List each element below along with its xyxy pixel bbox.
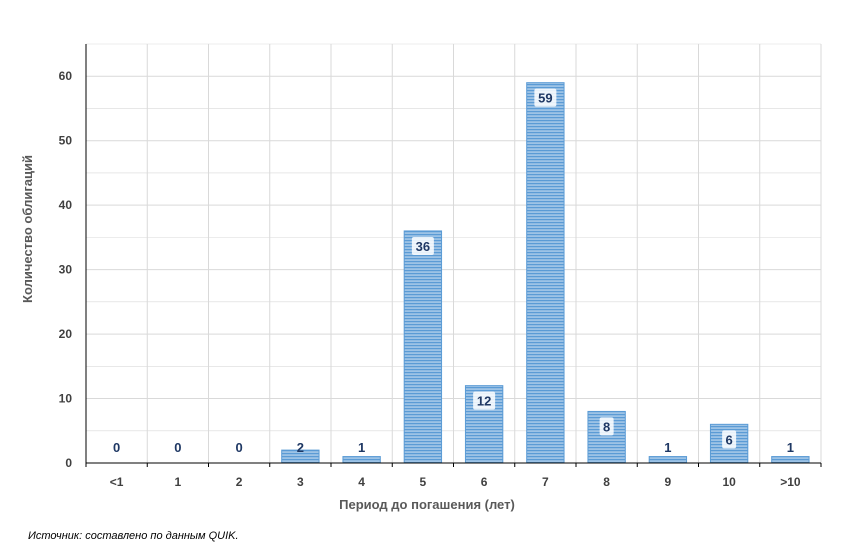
data-label-bg [411,236,434,255]
data-label: 36 [416,239,430,254]
y-tick-label: 60 [59,69,73,83]
data-label: 8 [603,419,610,434]
x-tick-label: 5 [420,475,427,489]
data-label: 12 [477,394,491,409]
y-tick-label: 50 [59,134,73,148]
y-tick-labels: 0 10 20 30 40 50 60 [59,69,73,470]
bar [648,456,688,464]
x-tick-label: >10 [780,475,801,489]
y-tick-label: 10 [59,392,73,406]
data-label: 6 [726,432,733,447]
x-axis-title: Период до погашения (лет) [339,497,515,512]
data-label: 1 [787,440,794,455]
data-label-bg [473,391,496,410]
y-tick-label: 20 [59,327,73,341]
y-tick-label: 40 [59,198,73,212]
x-tick-label: 1 [175,475,182,489]
data-label: 59 [538,91,552,106]
x-tick-label: 8 [603,475,610,489]
x-tick-label: 3 [297,475,304,489]
data-labels: 0 0 0 2 1 36 12 59 8 1 6 1 [113,88,794,455]
x-tick-labels: <1 1 2 3 4 5 6 7 8 9 10 >10 [110,475,801,489]
data-label: 1 [358,440,365,455]
data-label: 0 [113,440,120,455]
x-tick-label: 2 [236,475,243,489]
y-axis-title: Количество облигаций [20,155,35,303]
x-tick-label: 7 [542,475,549,489]
bars [281,82,810,464]
data-label: 1 [664,440,671,455]
data-label: 0 [236,440,243,455]
bar [771,456,810,464]
source-note: Источник: составлено по данным QUIK. [28,530,239,542]
y-tick-label: 30 [59,263,73,277]
gridlines [86,43,822,463]
axes [85,44,822,467]
data-label: 2 [297,440,304,455]
x-tick-label: <1 [110,475,124,489]
data-label: 0 [174,440,181,455]
x-tick-label: 9 [665,475,672,489]
data-label-bg [722,430,737,449]
x-tick-label: 10 [722,475,736,489]
x-tick-label: 6 [481,475,488,489]
bar [342,456,381,464]
x-tick-label: 4 [358,475,365,489]
data-label-bg [534,88,557,107]
bar [526,82,565,464]
data-label-bg [599,417,614,436]
bar [403,230,443,464]
y-tick-label: 0 [65,456,72,470]
